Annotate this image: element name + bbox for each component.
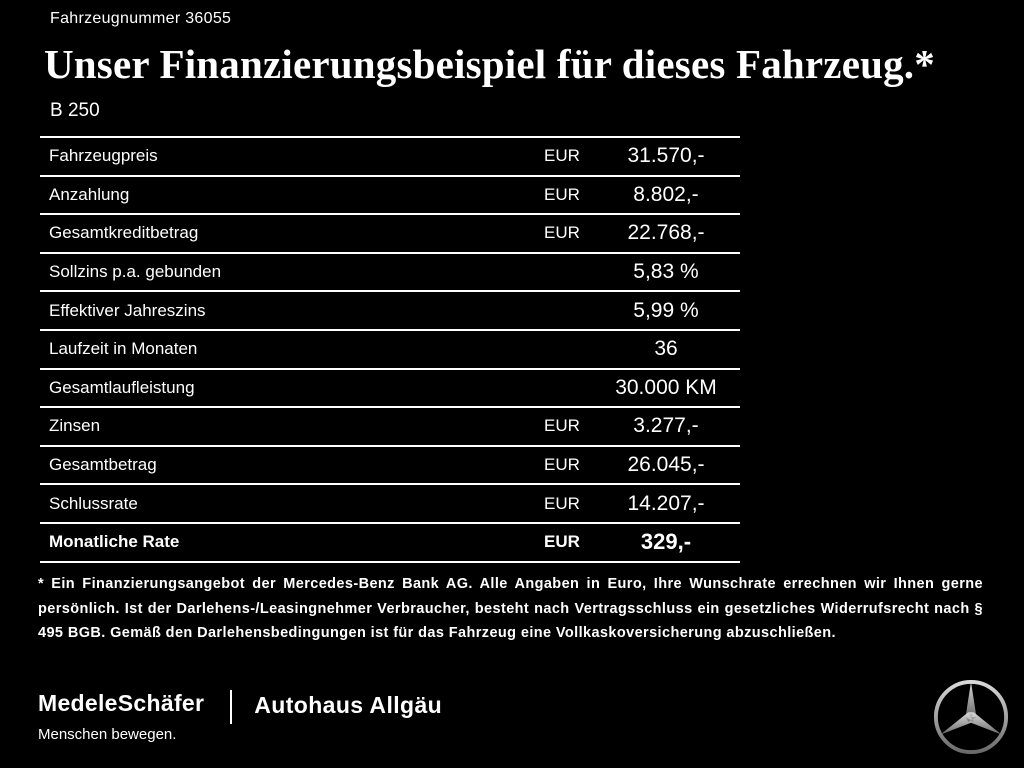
mercedes-star-icon	[932, 678, 1010, 761]
row-currency: EUR	[544, 416, 580, 436]
table-row: Laufzeit in Monaten 36	[40, 331, 740, 370]
row-value: 30.000 KM	[615, 375, 717, 399]
vehicle-model: B 250	[50, 100, 100, 121]
row-currency: EUR	[544, 455, 580, 475]
row-label: Fahrzeugpreis	[49, 146, 158, 166]
row-currency: EUR	[544, 184, 580, 204]
row-value: 26.045,-	[627, 453, 705, 477]
table-row: Gesamtbetrag EUR 26.045,-	[40, 447, 740, 486]
row-currency: EUR	[544, 146, 580, 166]
footer: MedeleSchäfer Menschen bewegen. Autohaus…	[38, 679, 1010, 761]
row-currency: EUR	[544, 532, 580, 552]
row-value: 36	[654, 337, 678, 361]
row-label: Gesamtkreditbetrag	[49, 223, 199, 243]
row-label: Schlussrate	[49, 493, 138, 513]
page-title: Unser Finanzierungsbeispiel für dieses F…	[44, 41, 935, 87]
footer-divider	[230, 690, 233, 724]
table-row: Monatliche Rate EUR 329,-	[40, 524, 740, 563]
table-row: Sollzins p.a. gebunden 5,83 %	[40, 254, 740, 293]
legal-footnote: * Ein Finanzierungsangebot der Mercedes-…	[38, 576, 983, 641]
table-row: Zinsen EUR 3.277,-	[40, 408, 740, 447]
financing-table: Fahrzeugpreis EUR 31.570,- Anzahlung EUR…	[40, 136, 740, 563]
row-value: 5,83 %	[633, 260, 699, 284]
row-value: 14.207,-	[627, 491, 705, 515]
row-label: Sollzins p.a. gebunden	[49, 262, 222, 282]
row-value: 8.802,-	[633, 182, 699, 206]
table-row: Anzahlung EUR 8.802,-	[40, 177, 740, 216]
row-value: 329,-	[640, 529, 692, 555]
row-value: 22.768,-	[627, 221, 705, 245]
table-row: Fahrzeugpreis EUR 31.570,-	[40, 138, 740, 177]
table-row: Schlussrate EUR 14.207,-	[40, 485, 740, 524]
row-label: Gesamtlaufleistung	[49, 377, 195, 397]
dealer-logo-medele-schaefer: MedeleSchäfer Menschen bewegen.	[38, 690, 204, 743]
row-currency: EUR	[544, 223, 580, 243]
row-label: Effektiver Jahreszins	[49, 300, 206, 320]
row-label: Anzahlung	[49, 184, 130, 204]
table-row: Effektiver Jahreszins 5,99 %	[40, 292, 740, 331]
dealer1-tagline: Menschen bewegen.	[38, 726, 177, 743]
row-currency: EUR	[544, 493, 580, 513]
row-value: 31.570,-	[627, 144, 705, 168]
table-row: Gesamtkreditbetrag EUR 22.768,-	[40, 215, 740, 254]
dealer-logo-autohaus-allgaeu: Autohaus Allgäu	[254, 692, 443, 718]
row-label: Monatliche Rate	[49, 532, 180, 552]
row-label: Zinsen	[49, 416, 101, 436]
dealer1-name: MedeleSchäfer	[38, 690, 205, 716]
vehicle-number: Fahrzeugnummer 36055	[50, 10, 232, 27]
row-value: 3.277,-	[633, 414, 699, 438]
row-value: 5,99 %	[633, 298, 699, 322]
table-row: Gesamtlaufleistung 30.000 KM	[40, 370, 740, 409]
row-label: Gesamtbetrag	[49, 455, 157, 475]
row-label: Laufzeit in Monaten	[49, 339, 198, 359]
